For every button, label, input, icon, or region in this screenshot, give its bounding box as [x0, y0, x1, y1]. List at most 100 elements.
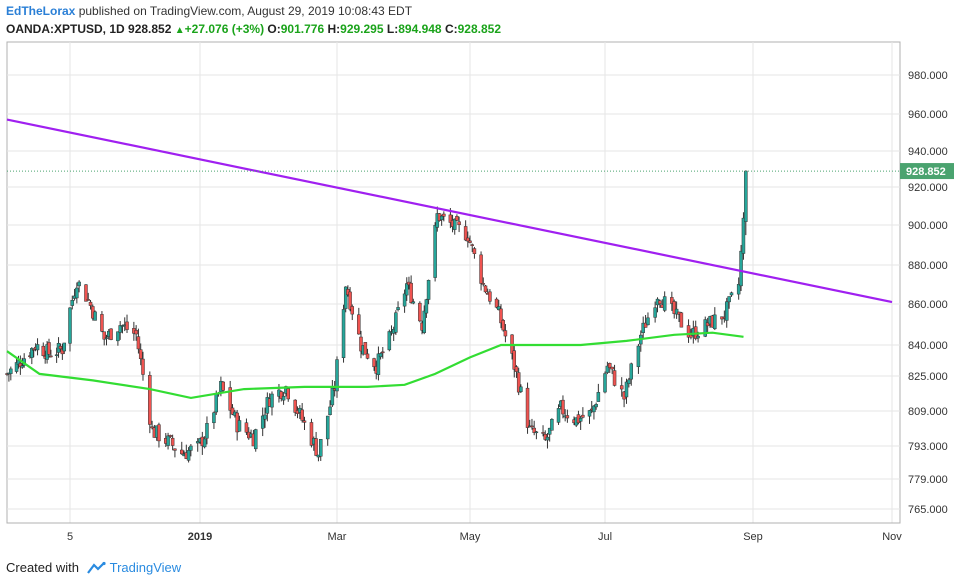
y-tick-label: 860.000	[908, 299, 948, 311]
candle-body	[565, 415, 570, 419]
candle-body	[270, 393, 274, 408]
time-axis[interactable]: 5 2019 Mar May Jul Sep Nov	[7, 522, 902, 543]
y-tick-label: 779.000	[908, 474, 948, 486]
x-tick-label: 5	[67, 531, 73, 543]
candle-body	[627, 379, 631, 385]
candle-body	[136, 336, 141, 350]
candle-body	[150, 426, 154, 429]
candle-body	[550, 419, 554, 431]
candle-body	[402, 293, 407, 307]
x-tick-label: 2019	[188, 531, 212, 543]
candle-body	[672, 301, 676, 314]
candle-body	[534, 431, 539, 434]
y-tick-label: 980.000	[908, 70, 948, 82]
candle-body	[433, 225, 437, 278]
candle-body	[141, 358, 145, 375]
candle-body	[530, 425, 534, 428]
candle-body	[543, 433, 547, 440]
candle-body	[20, 365, 25, 368]
candle-body	[643, 322, 648, 328]
candle-body	[328, 406, 332, 415]
candle-body	[41, 345, 46, 356]
publish-text: published on TradingView.com, August 29,…	[78, 4, 413, 18]
candle-body	[596, 392, 601, 402]
candle-body	[394, 312, 398, 333]
candle-body	[341, 309, 346, 359]
candle-body	[212, 412, 216, 424]
plot-area[interactable]	[6, 41, 901, 524]
author-name[interactable]: EdTheLorax	[6, 4, 76, 18]
candle-body	[335, 359, 339, 392]
candle-body	[309, 422, 314, 446]
y-tick-label: 960.000	[908, 109, 948, 121]
candle-body	[516, 372, 521, 393]
candle-body	[138, 349, 143, 359]
low-label: L:	[386, 22, 399, 36]
candle-body	[186, 450, 191, 461]
candle-body	[180, 449, 184, 455]
candle-body	[350, 306, 355, 315]
candle-body	[58, 345, 63, 350]
candle-body	[372, 358, 376, 368]
candle-body	[35, 344, 40, 351]
candle-body	[100, 314, 104, 332]
candle-body	[581, 414, 585, 418]
candle-body	[396, 307, 400, 310]
candle-body	[381, 351, 385, 354]
candle-body	[670, 297, 674, 304]
candle-body	[302, 420, 307, 423]
candle-body	[525, 387, 530, 428]
tradingview-brand[interactable]: TradingView	[109, 560, 182, 575]
candle-body	[314, 438, 318, 456]
candle-body	[9, 368, 13, 374]
candle-body	[426, 279, 431, 300]
candle-body	[483, 285, 488, 293]
last-price-marker: 928.852	[7, 163, 954, 180]
symbol-label: OANDA:XPTUSD, 1D	[6, 22, 125, 36]
candle-body	[202, 438, 207, 448]
y-tick-label: 825.000	[908, 371, 948, 383]
candle-body	[260, 415, 265, 429]
candle-body	[662, 296, 667, 311]
candle-body	[418, 302, 422, 322]
candle-body	[463, 226, 468, 241]
candle-body	[452, 218, 457, 230]
candle-body	[214, 393, 219, 413]
last-price-tag	[900, 163, 954, 180]
candle-body	[118, 325, 122, 333]
y-tick-label: 765.000	[908, 504, 948, 516]
candle-body	[724, 301, 729, 321]
candle-body	[470, 244, 474, 246]
candle-body	[561, 399, 565, 415]
candle-body	[293, 399, 297, 413]
candle-body	[594, 404, 598, 408]
candle-body	[84, 284, 88, 302]
candle-body	[376, 353, 381, 375]
high-label: H:	[327, 22, 341, 36]
trendline-layer[interactable]	[6, 118, 893, 304]
candle-body	[608, 363, 612, 368]
candle-body	[104, 337, 109, 339]
up-arrow-icon: ▲	[174, 25, 185, 36]
price-axis[interactable]: 980.000 960.000 940.000 920.000 900.000 880.0…	[908, 70, 948, 516]
publish-info: EdTheLorax published on TradingView.com,…	[6, 4, 412, 18]
candle-body	[409, 282, 413, 304]
candle-body	[244, 422, 249, 433]
candle-body	[68, 307, 72, 344]
candle-body	[499, 308, 503, 324]
footer: Created with TradingView	[6, 560, 181, 575]
candle-body	[501, 320, 505, 331]
candle-body	[205, 423, 209, 439]
candle-body	[422, 310, 426, 333]
candle-body	[134, 330, 138, 335]
candle-body	[330, 387, 335, 406]
candle-body	[148, 375, 152, 425]
candle-body	[658, 300, 662, 304]
candle-body	[116, 331, 120, 342]
candle-body	[494, 298, 499, 308]
candle-body	[514, 366, 519, 372]
candle-body	[70, 299, 75, 306]
candle-body	[636, 345, 641, 368]
resistance-trendline	[6, 118, 893, 304]
